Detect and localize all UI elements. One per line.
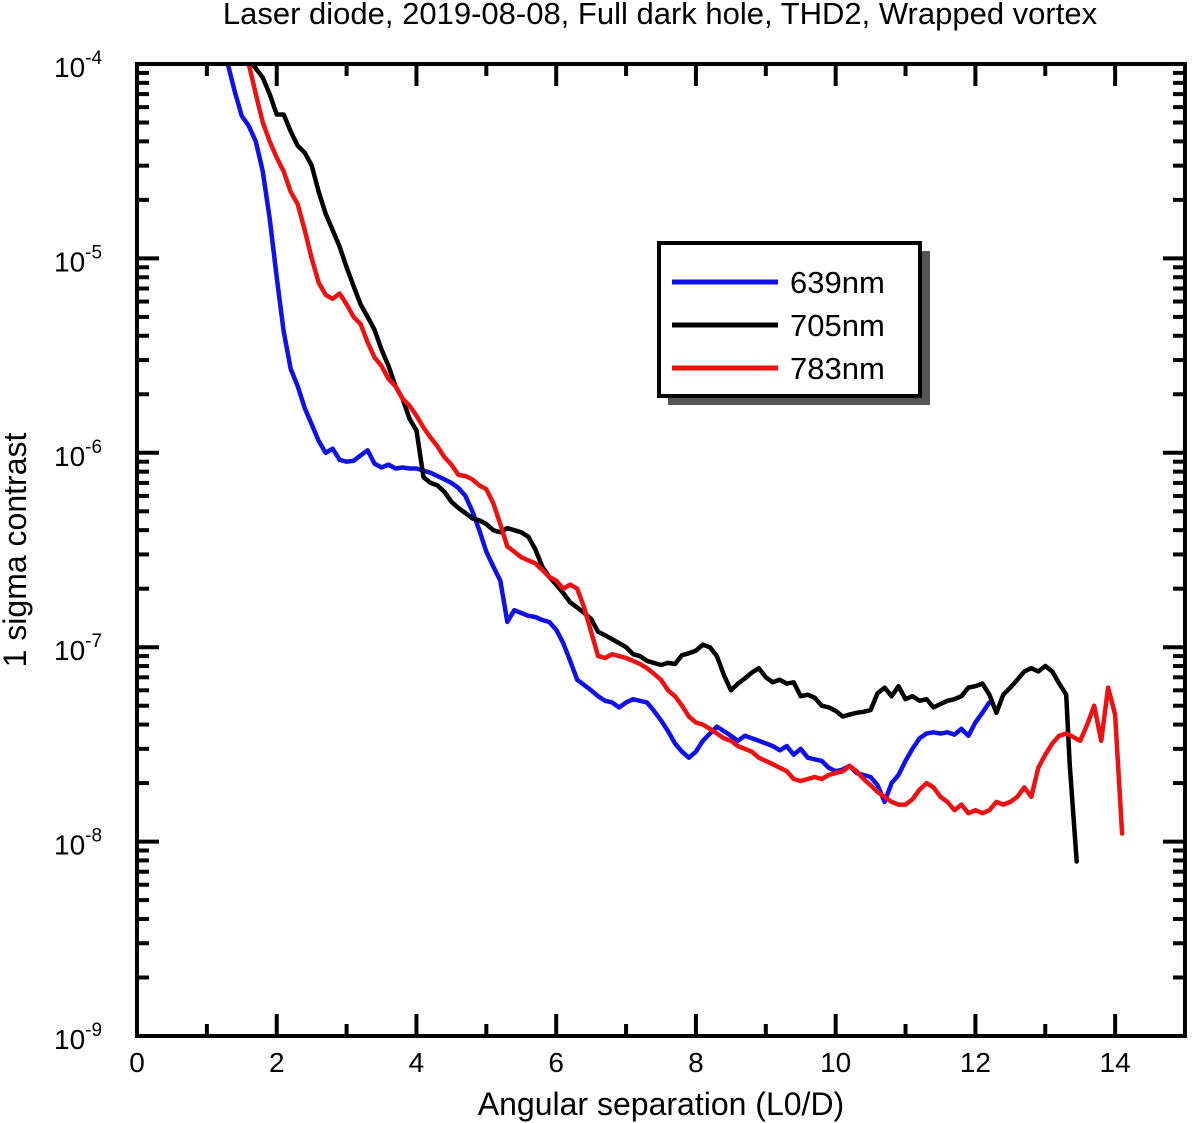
- legend-entries: 639nm 705nm 783nm: [672, 265, 885, 386]
- legend-box: [657, 241, 922, 398]
- y-tick-label: 10-6: [54, 437, 102, 472]
- series-line-705nm: [250, 64, 1079, 864]
- x-tick-label: 0: [129, 1047, 145, 1078]
- x-tick-label: 6: [548, 1047, 564, 1078]
- x-axis-label: Angular separation (L0/D): [478, 1086, 844, 1122]
- chart-title: Laser diode, 2019-08-08, Full dark hole,…: [223, 0, 1098, 31]
- x-tick-label: 10: [820, 1047, 851, 1078]
- legend-label-705nm: 705nm: [790, 308, 885, 343]
- y-tick-label: 10-5: [54, 242, 102, 277]
- x-tick-label: 12: [960, 1047, 991, 1078]
- axis-ticks: [135, 62, 1187, 1038]
- y-tick-label: 10-9: [54, 1020, 102, 1055]
- y-axis-label: 1 sigma contrast: [0, 433, 33, 668]
- x-tick-label: 14: [1100, 1047, 1131, 1078]
- axis-tick-labels: 0 2 4 6 8 10 12 14 10-4 10-5 10-6 10-7 10-8 10-9: [54, 48, 1131, 1078]
- legend: 639nm 705nm 783nm: [657, 241, 930, 405]
- legend-label-639nm: 639nm: [790, 265, 885, 300]
- y-tick-label: 10-4: [54, 48, 102, 83]
- y-tick-label: 10-7: [54, 631, 102, 666]
- plot-frame: [135, 62, 1187, 1038]
- y-tick-label: 10-8: [54, 826, 102, 861]
- legend-label-783nm: 783nm: [790, 351, 885, 386]
- series-line-783nm: [246, 64, 1125, 836]
- x-tick-label: 8: [688, 1047, 704, 1078]
- series-line-639nm: [225, 64, 992, 805]
- x-tick-label: 4: [409, 1047, 425, 1078]
- series-layer: [225, 64, 1125, 864]
- x-tick-label: 2: [269, 1047, 285, 1078]
